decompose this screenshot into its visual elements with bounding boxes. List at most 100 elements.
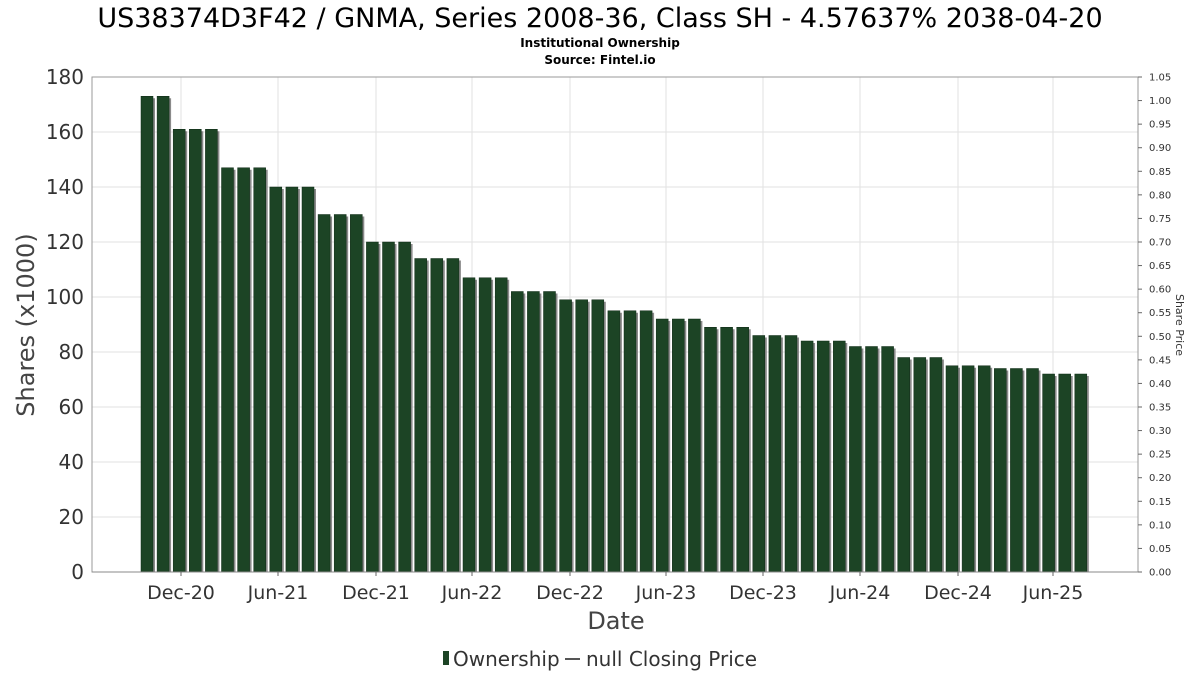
y-right-tick-label: 0.25	[1149, 450, 1171, 461]
x-tick-label: Dec-20	[147, 582, 215, 604]
y-right-tick-label: 0.45	[1149, 355, 1171, 366]
legend: Ownership null Closing Price	[443, 647, 757, 671]
bar	[591, 299, 605, 573]
x-tick-label: Dec-22	[536, 582, 604, 604]
bar	[543, 291, 556, 573]
bar	[929, 357, 943, 573]
bar	[1026, 368, 1039, 573]
bar	[1058, 373, 1071, 573]
x-tick-label: Dec-23	[729, 582, 797, 604]
bar	[849, 346, 862, 573]
x-tick-label: Jun-23	[635, 582, 697, 604]
bar	[688, 318, 701, 573]
bar	[366, 241, 379, 573]
bar	[189, 129, 202, 573]
bar	[655, 318, 669, 573]
y-tick-label: 20	[59, 505, 84, 529]
x-axis-ticks: Dec-20 Jun-21 Dec-21 Jun-22 Dec-22 Jun-23 Dec-…	[147, 572, 1083, 604]
y-tick-label: 140	[46, 175, 84, 199]
y-axis-right-label: Share Price	[1173, 294, 1186, 356]
bar	[462, 277, 476, 573]
y-right-tick-label: 0.65	[1149, 261, 1171, 272]
bar	[816, 340, 830, 573]
bar	[736, 327, 749, 573]
y-axis-left-ticks: 0 20 40 60 80 100 120 140 160 180	[46, 65, 84, 584]
bar	[994, 368, 1007, 573]
bar	[494, 277, 508, 573]
bar	[1074, 373, 1088, 573]
y-right-tick-label: 0.40	[1149, 379, 1171, 390]
bar	[720, 327, 733, 573]
bar	[800, 340, 814, 573]
bar	[446, 258, 460, 573]
y-tick-label: 80	[59, 340, 84, 364]
y-right-tick-label: 0.35	[1149, 403, 1171, 414]
y-tick-label: 0	[71, 560, 84, 584]
bar	[833, 340, 846, 573]
bar	[414, 258, 427, 573]
y-right-tick-label: 1.05	[1149, 73, 1171, 84]
chart-subtitle-line-2: Source: Fintel.io	[544, 53, 655, 67]
bar	[430, 258, 444, 573]
bar	[156, 96, 170, 573]
bar	[639, 310, 653, 573]
bar	[575, 299, 588, 573]
y-right-tick-label: 0.05	[1149, 544, 1171, 555]
y-tick-label: 180	[46, 65, 84, 89]
bar	[672, 318, 685, 573]
y-tick-label: 160	[46, 120, 84, 144]
bar	[704, 327, 717, 573]
y-right-tick-label: 0.30	[1149, 426, 1171, 437]
y-right-tick-label: 0.95	[1149, 120, 1171, 131]
y-right-tick-label: 0.80	[1149, 190, 1171, 201]
bar	[172, 129, 186, 573]
x-tick-label: Jun-25	[1022, 582, 1084, 604]
y-right-tick-label: 0.15	[1149, 497, 1171, 508]
bar	[961, 365, 975, 573]
bar	[1042, 373, 1055, 573]
x-axis-label: Date	[587, 607, 644, 635]
bars	[92, 96, 1138, 573]
y-right-tick-label: 0.50	[1149, 332, 1171, 343]
bar	[269, 186, 283, 573]
x-tick-label: Jun-21	[247, 582, 309, 604]
legend-closing-price-label: null Closing Price	[586, 647, 757, 671]
chart-title: US38374D3F42 / GNMA, Series 2008-36, Cla…	[97, 3, 1102, 34]
x-tick-label: Jun-24	[829, 582, 891, 604]
bar	[398, 241, 411, 573]
bar	[977, 365, 991, 573]
y-axis-label: Shares (x1000)	[12, 233, 40, 416]
y-right-tick-label: 0.00	[1149, 568, 1171, 579]
legend-ownership-label: Ownership	[453, 647, 560, 671]
bar	[140, 96, 154, 573]
bar	[897, 357, 910, 573]
y-right-tick-label: 0.10	[1149, 520, 1171, 531]
bar	[205, 129, 218, 573]
y-right-tick-label: 0.85	[1149, 167, 1171, 178]
chart-subtitle-line-1: Institutional Ownership	[520, 36, 680, 50]
bar	[237, 167, 250, 573]
bar	[350, 214, 363, 573]
bar	[784, 335, 798, 573]
bar	[478, 277, 492, 573]
y-right-tick-label: 0.75	[1149, 214, 1171, 225]
y-right-tick-label: 1.00	[1149, 96, 1171, 107]
bar	[1010, 368, 1023, 573]
bar	[752, 335, 766, 573]
y-right-tick-label: 0.55	[1149, 308, 1171, 319]
bar	[945, 365, 959, 573]
y-right-tick-label: 0.70	[1149, 238, 1171, 249]
bar	[301, 186, 315, 573]
y-right-tick-label: 0.20	[1149, 473, 1171, 484]
bar	[623, 310, 637, 573]
x-tick-label: Dec-24	[924, 582, 992, 604]
bar	[221, 167, 234, 573]
legend-ownership-swatch	[443, 651, 449, 665]
bar	[511, 291, 524, 573]
y-tick-label: 40	[59, 450, 84, 474]
bar	[333, 214, 347, 573]
bar	[285, 186, 299, 573]
y-right-tick-label: 0.60	[1149, 285, 1171, 296]
y-tick-label: 100	[46, 285, 84, 309]
